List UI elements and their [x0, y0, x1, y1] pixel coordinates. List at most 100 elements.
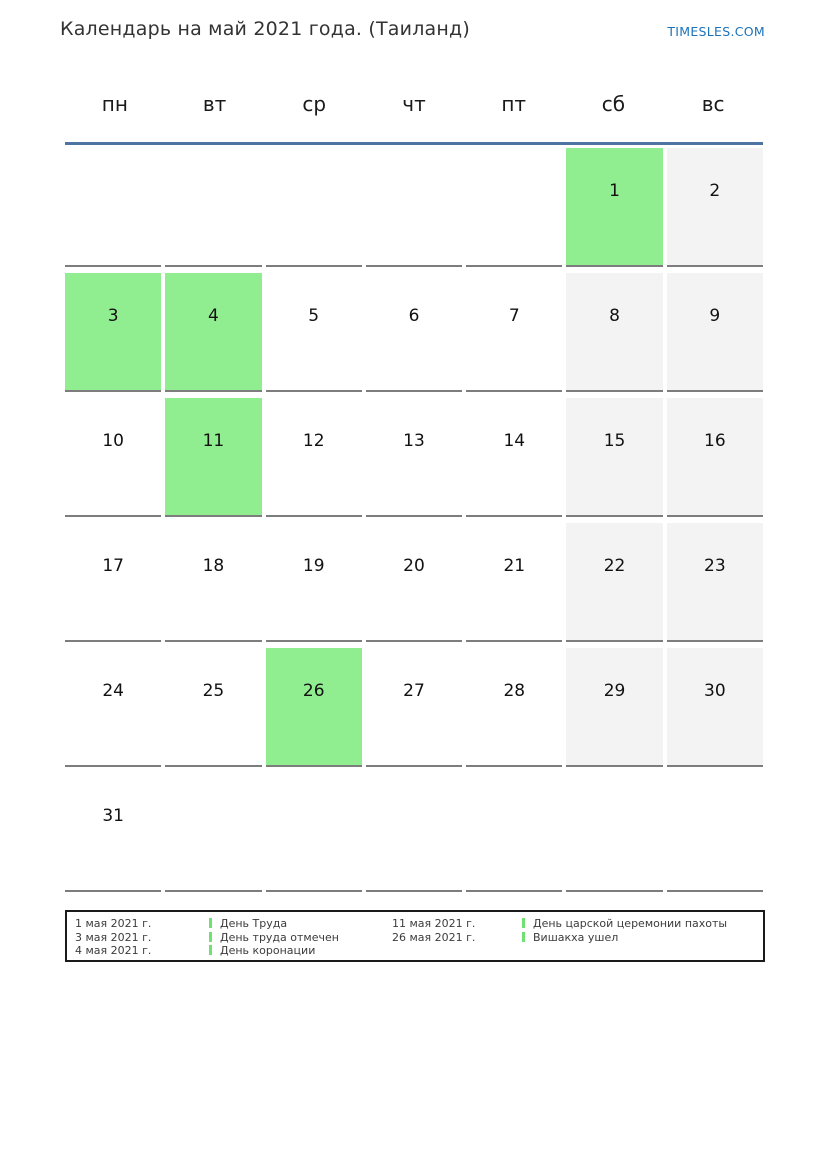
- calendar-day-cell: 5: [265, 273, 362, 392]
- calendar-day-cell: 29: [566, 648, 663, 767]
- calendar-day-cell: 11: [165, 398, 262, 517]
- legend-date: 1 мая 2021 г.: [75, 917, 152, 930]
- header-accent-line: [65, 142, 763, 145]
- holiday-marker-icon: [209, 945, 212, 955]
- day-number: 16: [704, 431, 726, 451]
- legend-dates-column-2: 11 мая 2021 г. 26 мая 2021 г.: [392, 917, 475, 944]
- day-number: 22: [603, 556, 626, 576]
- calendar-day-cell: 7: [466, 273, 563, 392]
- calendar-day-cell: 24: [65, 648, 162, 767]
- legend-entry: День Труда: [209, 917, 339, 931]
- day-number: 25: [202, 681, 225, 701]
- calendar-empty-cell: [365, 773, 463, 892]
- weekday-label-tue: вт: [202, 92, 227, 116]
- legend-entry: День труда отмечен: [209, 931, 339, 945]
- calendar-day-cell: 9: [666, 273, 763, 392]
- holiday-marker-icon: [522, 931, 525, 942]
- day-number: 28: [503, 681, 526, 701]
- day-number: 4: [208, 306, 219, 326]
- calendar-day-cell: 13: [365, 398, 463, 517]
- day-number: 18: [202, 556, 225, 576]
- calendar-day-cell: 27: [365, 648, 463, 767]
- legend-holiday-name: День Труда: [220, 917, 288, 930]
- calendar-day-cell: 15: [566, 398, 663, 517]
- calendar-day-cell: 31: [65, 773, 162, 892]
- day-number: 11: [202, 431, 225, 451]
- day-number: 19: [302, 556, 325, 576]
- calendar-empty-cell: [165, 148, 262, 267]
- calendar-empty-cell: [65, 148, 162, 267]
- calendar-day-cell: 21: [466, 523, 563, 642]
- day-number: 21: [503, 556, 526, 576]
- day-number: 20: [403, 556, 425, 576]
- weekday-label-sun: вс: [701, 92, 725, 116]
- day-number: 31: [102, 806, 124, 826]
- legend-holiday-name: Вишакха ушел: [533, 930, 619, 944]
- day-number: 3: [107, 306, 119, 326]
- holiday-marker-icon: [209, 918, 212, 928]
- legend-date: 11 мая 2021 г.: [392, 917, 476, 930]
- calendar-day-cell: 4: [165, 273, 262, 392]
- calendar-empty-cell: [265, 148, 362, 267]
- day-number: 9: [709, 306, 721, 326]
- calendar-day-cell: 30: [666, 648, 763, 767]
- day-number: 6: [408, 306, 420, 326]
- legend-date: 26 мая 2021 г.: [392, 930, 476, 944]
- calendar-day-cell: 25: [165, 648, 262, 767]
- calendar-day-cell: 14: [466, 398, 563, 517]
- day-number: 8: [609, 306, 620, 326]
- legend-date: 3 мая 2021 г.: [75, 930, 152, 944]
- day-number: 27: [403, 681, 425, 701]
- calendar-day-cell: 2: [666, 148, 763, 267]
- legend-entry: Вишакха ушел: [522, 931, 727, 945]
- weekday-label-wed: ср: [302, 92, 327, 116]
- day-number: 15: [603, 431, 626, 451]
- day-number: 1: [609, 181, 620, 201]
- legend-holiday-name: День царской церемонии пахоты: [533, 917, 728, 930]
- calendar-day-cell: 18: [165, 523, 262, 642]
- weekday-label-sat: сб: [601, 92, 626, 116]
- calendar-empty-cell: [265, 773, 362, 892]
- holiday-marker-icon: [209, 931, 212, 942]
- day-number: 30: [704, 681, 726, 701]
- calendar-day-cell: 19: [265, 523, 362, 642]
- legend-entry: День царской церемонии пахоты: [522, 917, 727, 931]
- day-number: 23: [704, 556, 726, 576]
- holiday-legend: 1 мая 2021 г. 3 мая 2021 г. 4 мая 2021 г. …: [65, 910, 765, 962]
- legend-holiday-name: День труда отмечен: [220, 930, 339, 944]
- calendar-day-cell: 23: [666, 523, 763, 642]
- calendar-day-cell: 20: [365, 523, 463, 642]
- weekday-label-mon: пн: [101, 92, 128, 116]
- calendar-empty-cell: [165, 773, 262, 892]
- weekday-label-fri: пт: [501, 92, 527, 116]
- calendar-day-cell: 17: [65, 523, 162, 642]
- calendar-day-cell: 8: [566, 273, 663, 392]
- calendar-day-cell: 6: [365, 273, 463, 392]
- calendar-day-cell: 16: [666, 398, 763, 517]
- weekday-label-thu: чт: [402, 92, 426, 116]
- calendar-empty-cell: [466, 148, 563, 267]
- calendar-empty-cell: [566, 773, 663, 892]
- day-number: 2: [709, 181, 721, 201]
- calendar-empty-cell: [666, 773, 763, 892]
- calendar-day-cell: 1: [566, 148, 663, 267]
- calendar-day-cell: 26: [265, 648, 362, 767]
- brand-link[interactable]: TIMESLES.COM: [667, 24, 765, 39]
- day-number: 10: [102, 431, 124, 451]
- day-number: 14: [503, 431, 526, 451]
- day-number: 12: [302, 431, 325, 451]
- calendar-day-cell: 3: [65, 273, 162, 392]
- day-number: 17: [102, 556, 124, 576]
- day-number: 5: [308, 306, 320, 326]
- calendar-empty-cell: [466, 773, 563, 892]
- legend-names-column-1: День Труда День труда отмечен День коронац…: [209, 917, 339, 958]
- calendar-grid: 1 2 3 4 5 6 7 8 9 10 11 12 13 14 15 16 17 18 19 20 21 22 23 24 2…: [65, 148, 763, 892]
- legend-dates-column-1: 1 мая 2021 г. 3 мая 2021 г. 4 мая 2021 г.: [75, 917, 151, 958]
- calendar-day-cell: 22: [566, 523, 663, 642]
- calendar-day-cell: 10: [65, 398, 162, 517]
- day-number: 7: [508, 306, 520, 326]
- legend-date: 4 мая 2021 г.: [75, 944, 152, 957]
- day-number: 24: [102, 681, 124, 701]
- legend-entry: День коронации: [209, 944, 339, 958]
